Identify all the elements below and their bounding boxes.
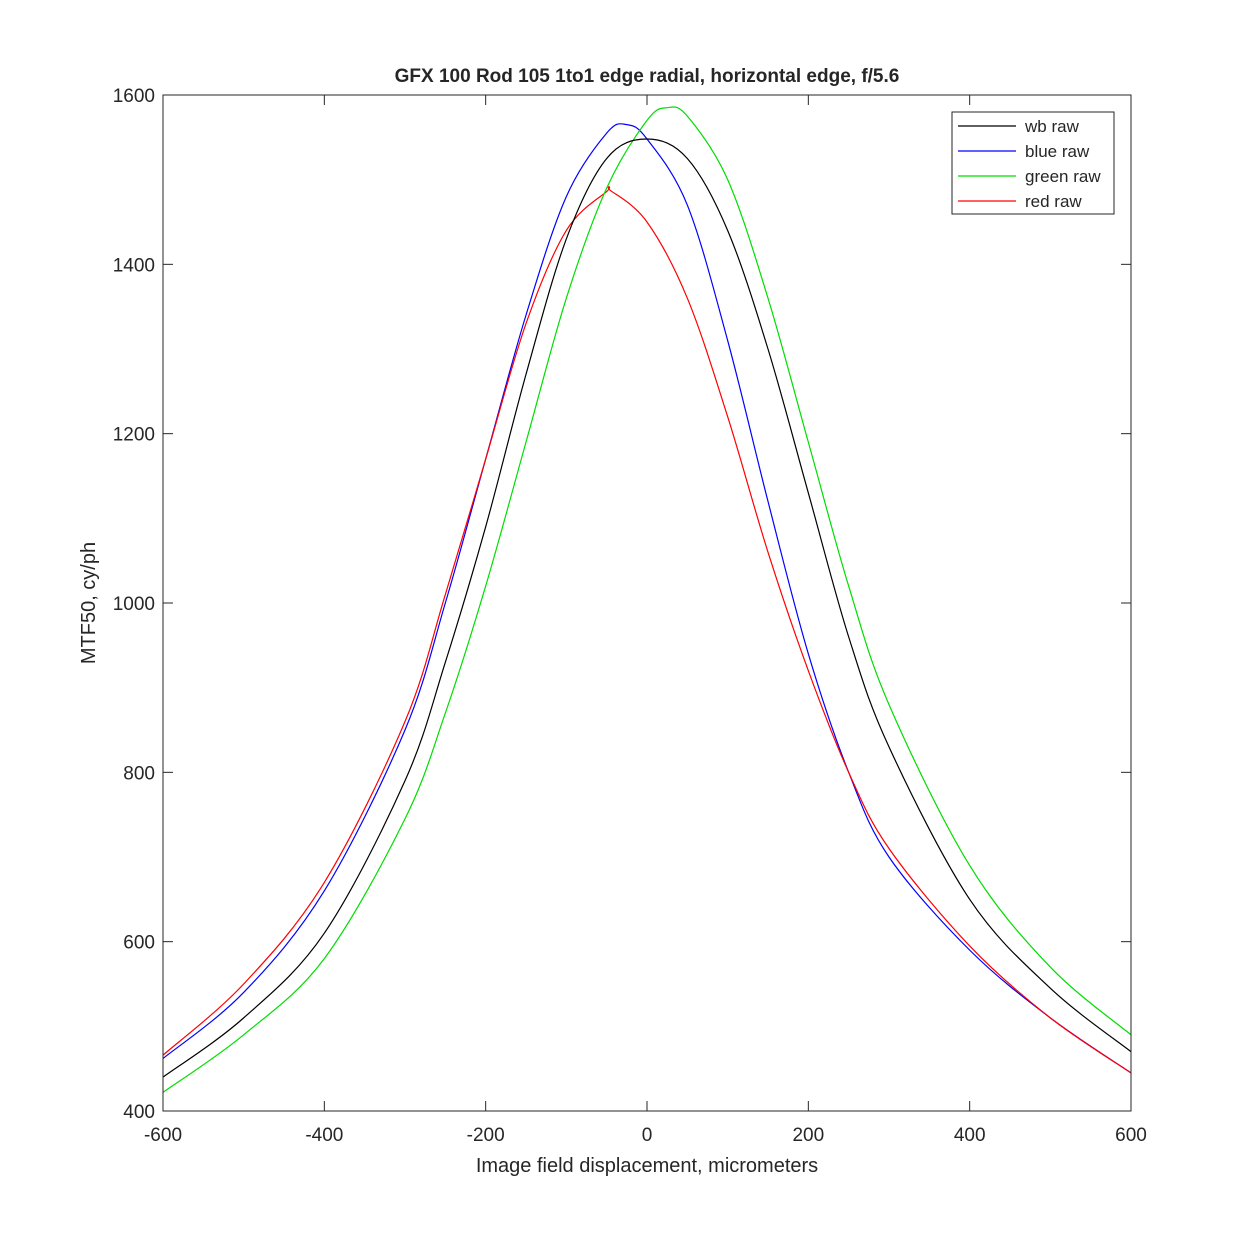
y-tick-label: 600 — [123, 933, 155, 954]
tick-layer: -600 -400 -200 0 200 400 600 400 600 800 1000 1200 1… — [113, 86, 1147, 1146]
x-tick-label: 0 — [642, 1125, 653, 1146]
series-layer — [162, 106, 1132, 1093]
x-tick-label: -600 — [144, 1125, 182, 1146]
x-tick-label: 600 — [1115, 1125, 1147, 1146]
chart-title: GFX 100 Rod 105 1to1 edge radial, horizo… — [395, 66, 900, 87]
series-line-red-raw — [162, 186, 1132, 1074]
x-tick-label: -200 — [467, 1125, 505, 1146]
legend-label: green raw — [1025, 167, 1101, 186]
y-tick-label: 800 — [123, 763, 155, 784]
series-line-wb-raw — [162, 138, 1132, 1078]
x-axis-label: Image field displacement, micrometers — [476, 1155, 818, 1177]
legend-box — [951, 111, 1115, 215]
legend-label: red raw — [1025, 192, 1082, 211]
x-tick-label: 200 — [792, 1125, 824, 1146]
y-tick-label: 400 — [123, 1102, 155, 1123]
series-line-green-raw — [162, 106, 1132, 1093]
x-tick-label: -400 — [305, 1125, 343, 1146]
series-line-blue-raw — [162, 123, 1132, 1074]
y-tick-label: 1200 — [113, 425, 155, 446]
y-axis-label: MTF50, cy/ph — [78, 542, 100, 664]
legend-entries: wb raw blue raw green raw red raw — [958, 117, 1101, 211]
x-tick-label: 400 — [954, 1125, 986, 1146]
y-tick-label: 1600 — [113, 86, 155, 107]
plot-box — [162, 94, 1132, 1112]
y-tick-label: 1000 — [113, 594, 155, 615]
y-tick-label: 1400 — [113, 255, 155, 276]
legend: wb raw blue raw green raw red raw — [951, 111, 1115, 215]
legend-label: wb raw — [1024, 117, 1080, 136]
legend-label: blue raw — [1025, 142, 1090, 161]
plot-area — [163, 95, 1131, 1111]
